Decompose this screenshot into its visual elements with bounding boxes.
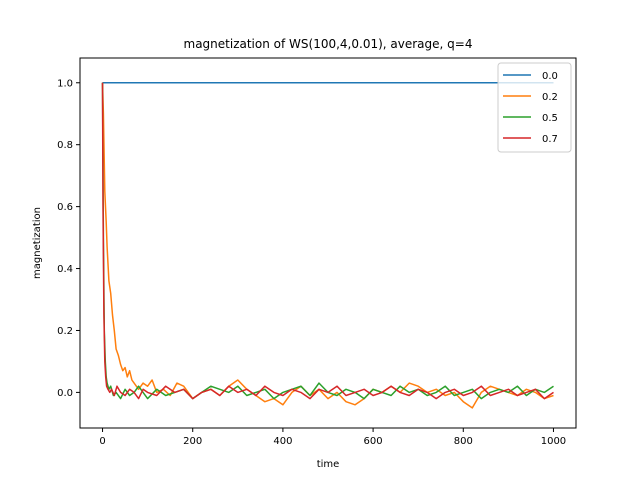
legend-box — [497, 62, 572, 153]
plot-frame — [79, 57, 577, 429]
series-line-0.5 — [101, 82, 554, 400]
y-tick-label: 0.4 — [57, 264, 73, 275]
legend-label-0.5: 0.5 — [542, 113, 558, 124]
chart-title: magnetization of WS(100,4,0.01), average… — [184, 37, 473, 51]
x-tick-label: 400 — [273, 436, 292, 447]
y-tick-label: 0.6 — [57, 202, 73, 213]
legend: 0.0 0.2 0.5 0.7 — [497, 62, 572, 153]
x-tick-label: 1000 — [541, 436, 566, 447]
y-tick-label: 1.0 — [57, 78, 73, 89]
series-line-0.7 — [101, 82, 554, 400]
y-axis-label: magnetization — [32, 207, 43, 279]
legend-label-0.7: 0.7 — [542, 134, 558, 145]
plot-area — [79, 57, 577, 429]
y-tick-label: 0.0 — [57, 388, 73, 399]
x-tick-label: 800 — [454, 436, 473, 447]
x-axis-label: time — [317, 459, 340, 470]
series-layer — [101, 82, 554, 409]
x-tick-label: 600 — [364, 436, 383, 447]
y-tick-label: 0.2 — [57, 326, 73, 337]
x-tick-label: 0 — [99, 436, 105, 447]
legend-label-0.2: 0.2 — [542, 92, 558, 103]
x-tick-label: 200 — [183, 436, 202, 447]
legend-label-0.0: 0.0 — [542, 71, 558, 82]
y-tick-label: 0.8 — [57, 140, 73, 151]
y-axis: 0.0 0.2 0.4 0.6 0.8 1.0 — [57, 78, 80, 399]
x-axis: 0 200 400 600 800 1000 — [99, 428, 566, 447]
